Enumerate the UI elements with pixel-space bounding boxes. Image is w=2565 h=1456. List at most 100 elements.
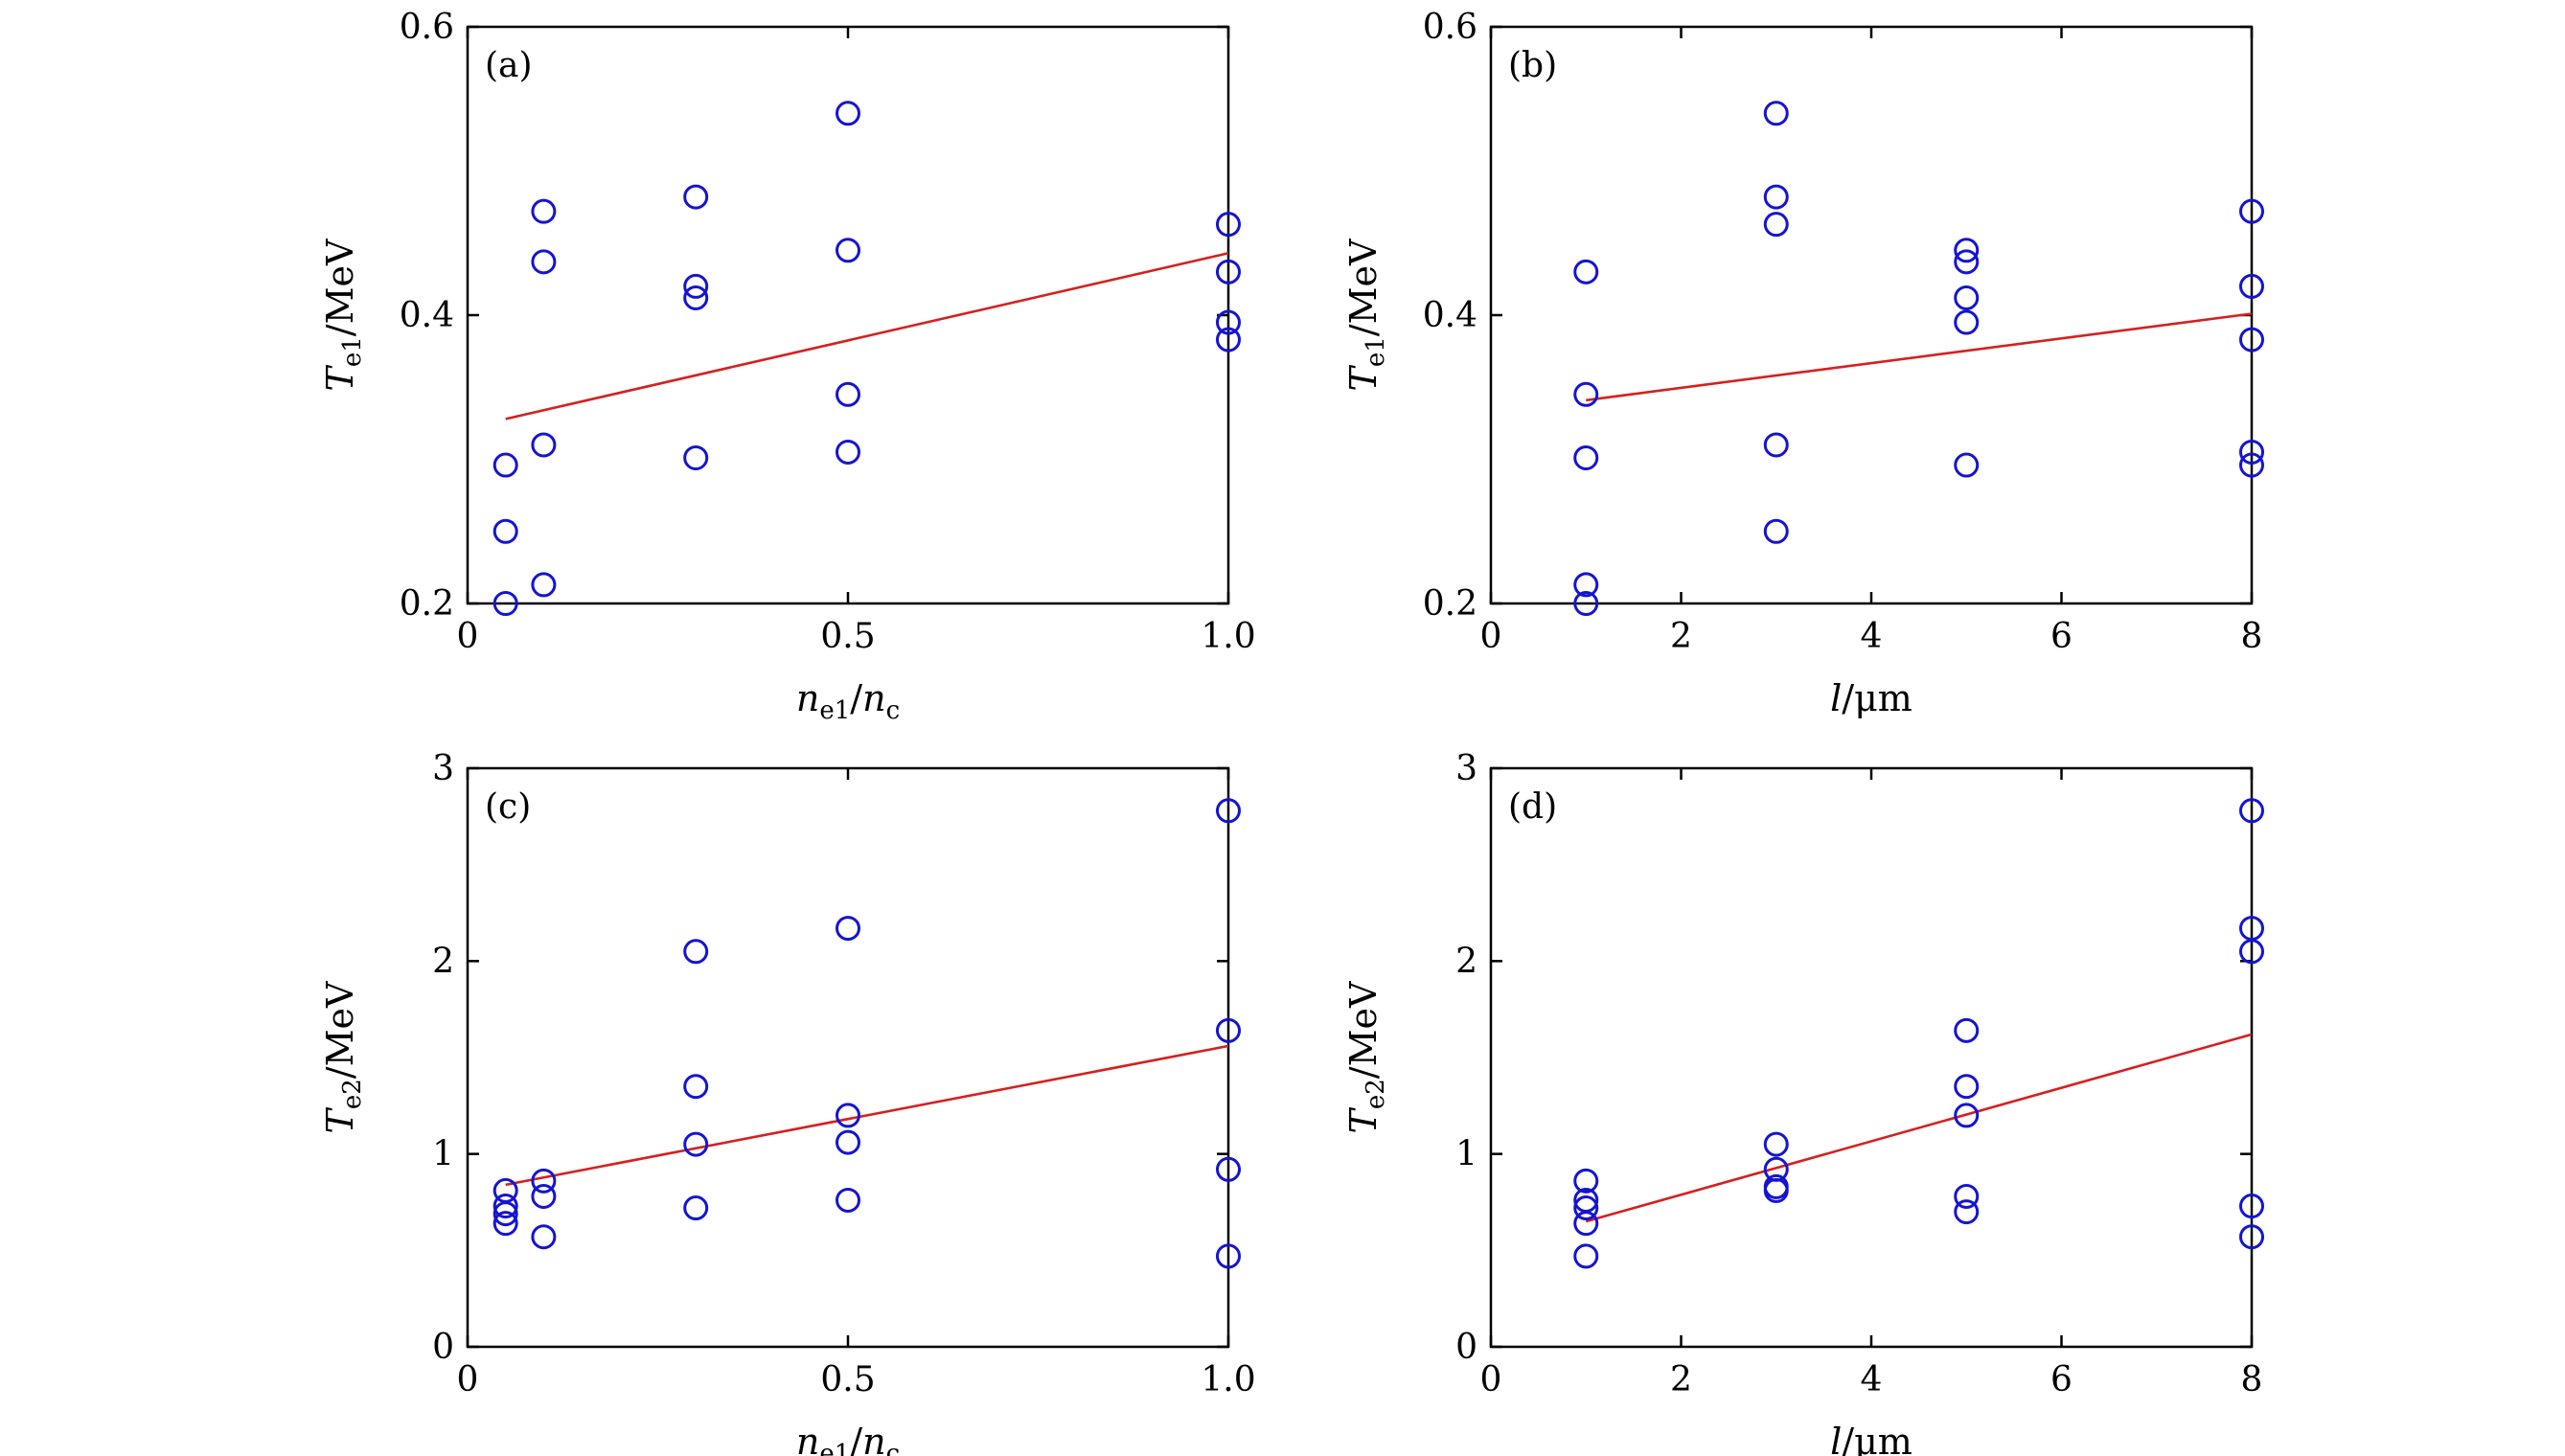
- data-point-c: [531, 1168, 557, 1194]
- data-point-a: [836, 381, 860, 407]
- x-label-unit: /μm: [1842, 677, 1912, 719]
- x-tick-label-b: 8: [2241, 617, 2263, 656]
- y-tick-label-d: 3: [1455, 749, 1477, 788]
- y-label-symbol: T: [1342, 1106, 1385, 1133]
- data-point-b: [1954, 238, 1980, 263]
- y-label-unit: /MeV: [319, 239, 361, 336]
- y-label-unit: /MeV: [1342, 981, 1385, 1079]
- x-label-unit: /μm: [1842, 1421, 1912, 1456]
- data-point-b: [1573, 444, 1599, 470]
- x-label-symbol: n: [796, 677, 819, 719]
- x-label-separator: /: [850, 677, 862, 719]
- data-point-d: [1954, 1017, 1980, 1043]
- data-point-c: [683, 1131, 709, 1157]
- y-label-symbol: T: [319, 364, 361, 391]
- data-point-a: [531, 198, 557, 224]
- x-axis-label-a: ne1/nc: [796, 677, 900, 725]
- data-point-d: [1573, 1243, 1599, 1269]
- y-tick-label-a: 0.6: [400, 8, 454, 47]
- y-axis-label-c: Te2/MeV: [319, 981, 367, 1133]
- y-tick-label-b: 0.2: [1423, 584, 1477, 624]
- data-point-a: [531, 572, 557, 598]
- panel-b: 0 2 4 6 8 0.2 0.4 0.6 (b) l/μm Te1/MeV: [1342, 8, 2264, 719]
- data-point-d: [2239, 798, 2264, 824]
- plot-frame-b: [1489, 25, 2254, 605]
- data-point-b: [1763, 101, 1789, 126]
- data-point-b: [1954, 249, 1980, 275]
- plot-frame-d: [1489, 766, 2254, 1349]
- data-point-d: [1954, 1199, 1980, 1225]
- data-point-c: [836, 1129, 860, 1155]
- data-point-c: [683, 939, 709, 965]
- data-point-d: [1573, 1211, 1599, 1237]
- fit-line-a: [505, 252, 1229, 421]
- x-tick-label-d: 6: [2050, 1360, 2073, 1399]
- y-tick-label-b: 0.4: [1423, 296, 1477, 335]
- data-point-b: [1573, 591, 1599, 616]
- x-tick-label-c: 0.5: [820, 1360, 875, 1399]
- data-point-d: [2239, 1224, 2264, 1250]
- y-tick-label-a: 0.2: [400, 584, 454, 624]
- data-point-c: [492, 1211, 518, 1237]
- data-point-c: [683, 1074, 709, 1100]
- y-label-subscript: e2: [1362, 1079, 1390, 1109]
- data-point-a: [531, 432, 557, 458]
- x-axis-label-c: ne1/nc: [796, 1421, 900, 1456]
- y-tick-label-b: 0.6: [1423, 8, 1477, 47]
- panel-label-d: (d): [1508, 787, 1557, 827]
- x-tick-label-b: 4: [1861, 617, 1883, 656]
- y-label-symbol: T: [1342, 364, 1385, 391]
- data-point-b: [1763, 212, 1789, 238]
- data-point-d: [1573, 1195, 1599, 1221]
- y-label-subscript: e1: [1362, 336, 1390, 367]
- x-tick-label-b: 0: [1480, 617, 1502, 656]
- data-point-c: [492, 1201, 518, 1227]
- x-tick-label-a: 0.5: [820, 617, 875, 656]
- x-label-symbol: l: [1830, 1421, 1842, 1456]
- panel-label-b: (b): [1508, 46, 1557, 85]
- data-point-c: [531, 1183, 557, 1209]
- data-point-b: [1763, 518, 1789, 544]
- x-label-separator: /: [850, 1421, 862, 1456]
- data-point-a: [1216, 309, 1241, 335]
- plot-frame-a: [466, 25, 1230, 605]
- data-point-b: [2239, 452, 2264, 478]
- data-point-a: [1216, 212, 1241, 238]
- x-tick-label-c: 0: [457, 1360, 479, 1399]
- data-point-a: [836, 101, 860, 126]
- data-point-c: [1216, 798, 1241, 824]
- y-tick-label-c: 3: [432, 749, 454, 788]
- panel-label-a: (a): [485, 46, 533, 85]
- y-axis-label-a: Te1/MeV: [319, 239, 367, 391]
- y-label-unit: /MeV: [1342, 239, 1385, 336]
- x-tick-label-d: 8: [2241, 1360, 2263, 1399]
- data-point-d: [1954, 1183, 1980, 1209]
- panel-label-c: (c): [485, 787, 531, 827]
- data-point-d: [2239, 939, 2264, 965]
- x-label-symbol-2: n: [862, 677, 885, 719]
- data-point-d: [1954, 1103, 1980, 1128]
- data-point-d: [1763, 1177, 1789, 1203]
- data-point-a: [492, 452, 518, 478]
- data-point-c: [492, 1194, 518, 1219]
- data-point-b: [1573, 572, 1599, 598]
- y-axis-label-d: Te2/MeV: [1342, 981, 1390, 1133]
- data-point-d: [1954, 1074, 1980, 1100]
- data-point-b: [2239, 439, 2264, 465]
- y-label-symbol: T: [319, 1106, 361, 1133]
- x-tick-label-a: 0: [457, 617, 479, 656]
- data-point-a: [1216, 259, 1241, 284]
- data-point-c: [836, 1103, 860, 1128]
- data-point-b: [2239, 327, 2264, 353]
- data-point-b: [2239, 198, 2264, 224]
- x-tick-label-d: 2: [1670, 1360, 1692, 1399]
- y-tick-label-c: 0: [432, 1328, 454, 1367]
- y-tick-label-d: 2: [1455, 942, 1477, 981]
- data-point-b: [2239, 273, 2264, 299]
- data-point-a: [683, 273, 709, 299]
- y-label-unit: /MeV: [319, 981, 361, 1079]
- x-tick-label-b: 6: [2050, 617, 2073, 656]
- data-point-b: [1573, 259, 1599, 284]
